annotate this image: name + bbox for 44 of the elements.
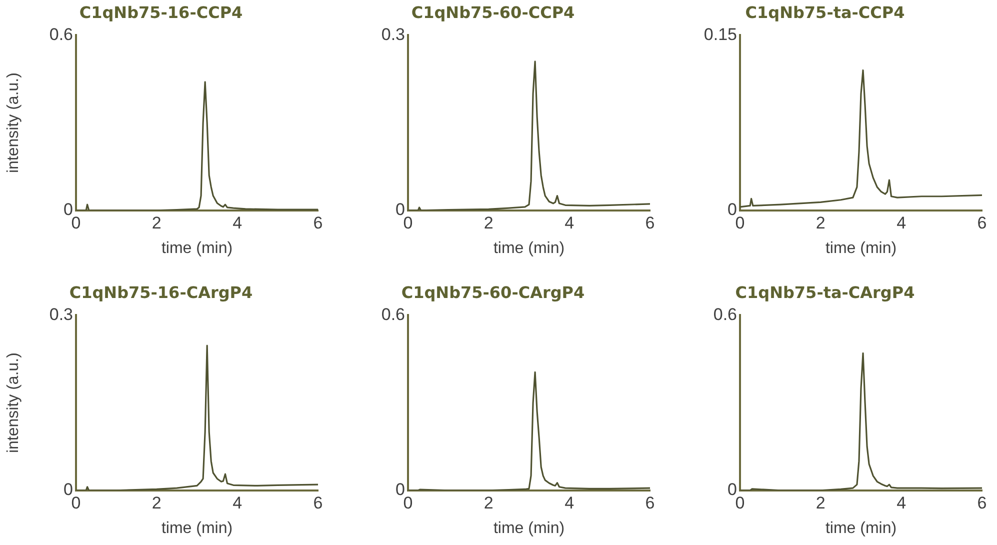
chart-title: C1qNb75-ta-CCP4 [745,2,905,22]
x-tick-label: 2 [816,493,826,512]
chart-title: C1qNb75-ta-CArgP4 [735,282,915,302]
y-tick-label: 0 [396,480,405,500]
x-axis-title: time (min) [161,240,233,257]
x-tick-label: 4 [896,213,906,232]
x-tick-label: 2 [484,213,494,232]
y-tick-label: 0 [396,200,405,220]
x-tick-label: 6 [645,213,655,232]
y-tick-label: 0.6 [381,304,405,324]
x-axis-title: time (min) [493,520,565,537]
x-tick-label: 2 [152,493,162,512]
x-tick-label: 2 [484,493,494,512]
x-axis-title: time (min) [161,520,233,537]
y-tick-label: 0 [64,480,73,500]
y-tick-label: 0.6 [49,24,73,44]
y-tick-label: 0 [728,480,737,500]
chart-title: C1qNb75-16-CCP4 [79,2,243,22]
x-tick-label: 2 [816,213,826,232]
x-tick-label: 4 [564,493,574,512]
chart-title: C1qNb75-60-CArgP4 [401,282,585,302]
y-axis-title: intensity (a.u.) [5,352,22,454]
x-tick-label: 4 [564,213,574,232]
x-tick-label: 6 [313,213,323,232]
x-axis-title: time (min) [825,520,897,537]
x-axis-title: time (min) [493,240,565,257]
chart-title: C1qNb75-60-CCP4 [411,2,575,22]
x-tick-label: 4 [232,213,242,232]
x-tick-label: 6 [977,493,987,512]
x-tick-label: 6 [313,493,323,512]
x-tick-label: 2 [152,213,162,232]
x-tick-label: 4 [232,493,242,512]
y-tick-label: 0 [64,200,73,220]
y-tick-label: 0 [728,200,737,220]
y-tick-label: 0.3 [49,304,73,324]
x-tick-label: 6 [645,493,655,512]
x-axis-title: time (min) [825,240,897,257]
x-tick-label: 6 [977,213,987,232]
x-tick-label: 4 [896,493,906,512]
chart-title: C1qNb75-16-CArgP4 [69,282,253,302]
y-axis-title: intensity (a.u.) [5,72,22,174]
y-tick-label: 0.3 [381,24,405,44]
y-tick-label: 0.6 [713,304,737,324]
y-tick-label: 0.15 [704,24,737,44]
